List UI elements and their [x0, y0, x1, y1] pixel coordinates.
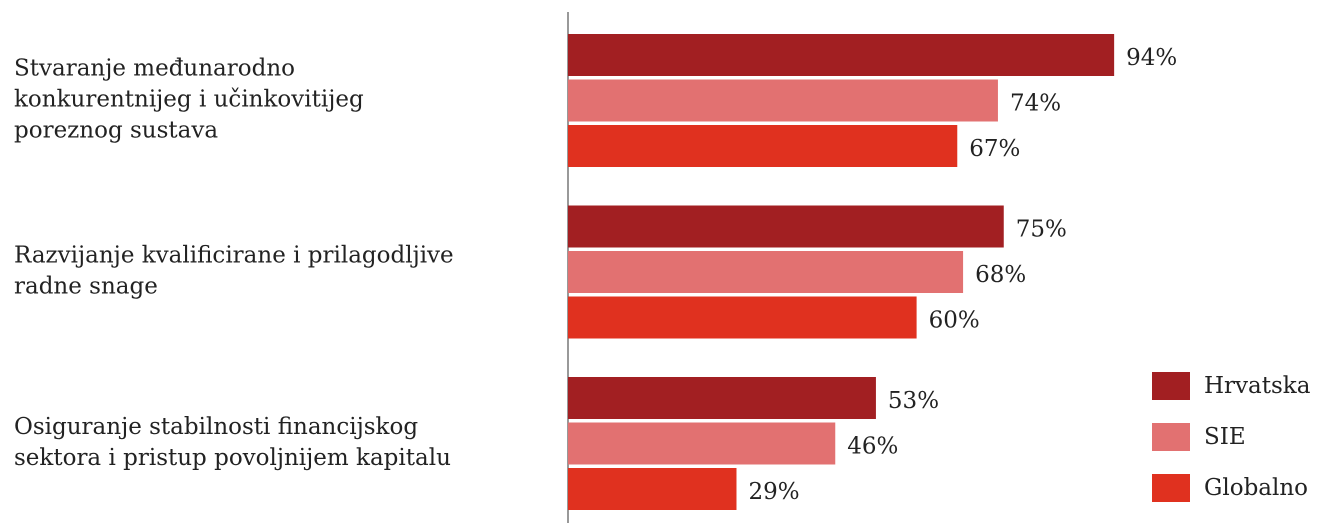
bar — [568, 205, 1004, 248]
value-label: 46% — [847, 434, 898, 460]
legend-swatch — [1152, 372, 1190, 400]
bar — [568, 251, 964, 293]
category-label: sektora i pristup povoljnijem kapitalu — [14, 445, 451, 471]
category-label: poreznog sustava — [14, 118, 218, 144]
value-label: 75% — [1016, 217, 1067, 243]
category-label: Razvijanje kvalificirane i prilagodljive — [14, 243, 454, 269]
legend-label: Globalno — [1204, 475, 1308, 501]
bar — [568, 422, 836, 465]
legend-swatch — [1152, 474, 1190, 502]
value-label: 68% — [975, 262, 1026, 288]
category-label: radne snage — [14, 274, 158, 300]
category-label: Stvaranje međunarodno — [14, 56, 295, 82]
bar — [568, 296, 917, 339]
bar — [568, 468, 737, 510]
category-label: konkurentnijeg i učinkovitijeg — [14, 87, 364, 113]
bar — [568, 34, 1115, 76]
legend-label: Hrvatska — [1204, 373, 1311, 399]
legend-swatch — [1152, 423, 1190, 451]
value-label: 67% — [969, 136, 1020, 162]
value-label: 94% — [1126, 45, 1177, 71]
bar — [568, 377, 876, 419]
value-label: 29% — [748, 479, 799, 505]
bar — [568, 79, 998, 122]
value-label: 74% — [1010, 91, 1061, 117]
value-label: 53% — [888, 388, 939, 414]
legend-label: SIE — [1204, 424, 1246, 450]
category-label: Osiguranje stabilnosti financijskog — [14, 414, 418, 440]
value-label: 60% — [929, 308, 980, 334]
bar — [568, 125, 958, 167]
